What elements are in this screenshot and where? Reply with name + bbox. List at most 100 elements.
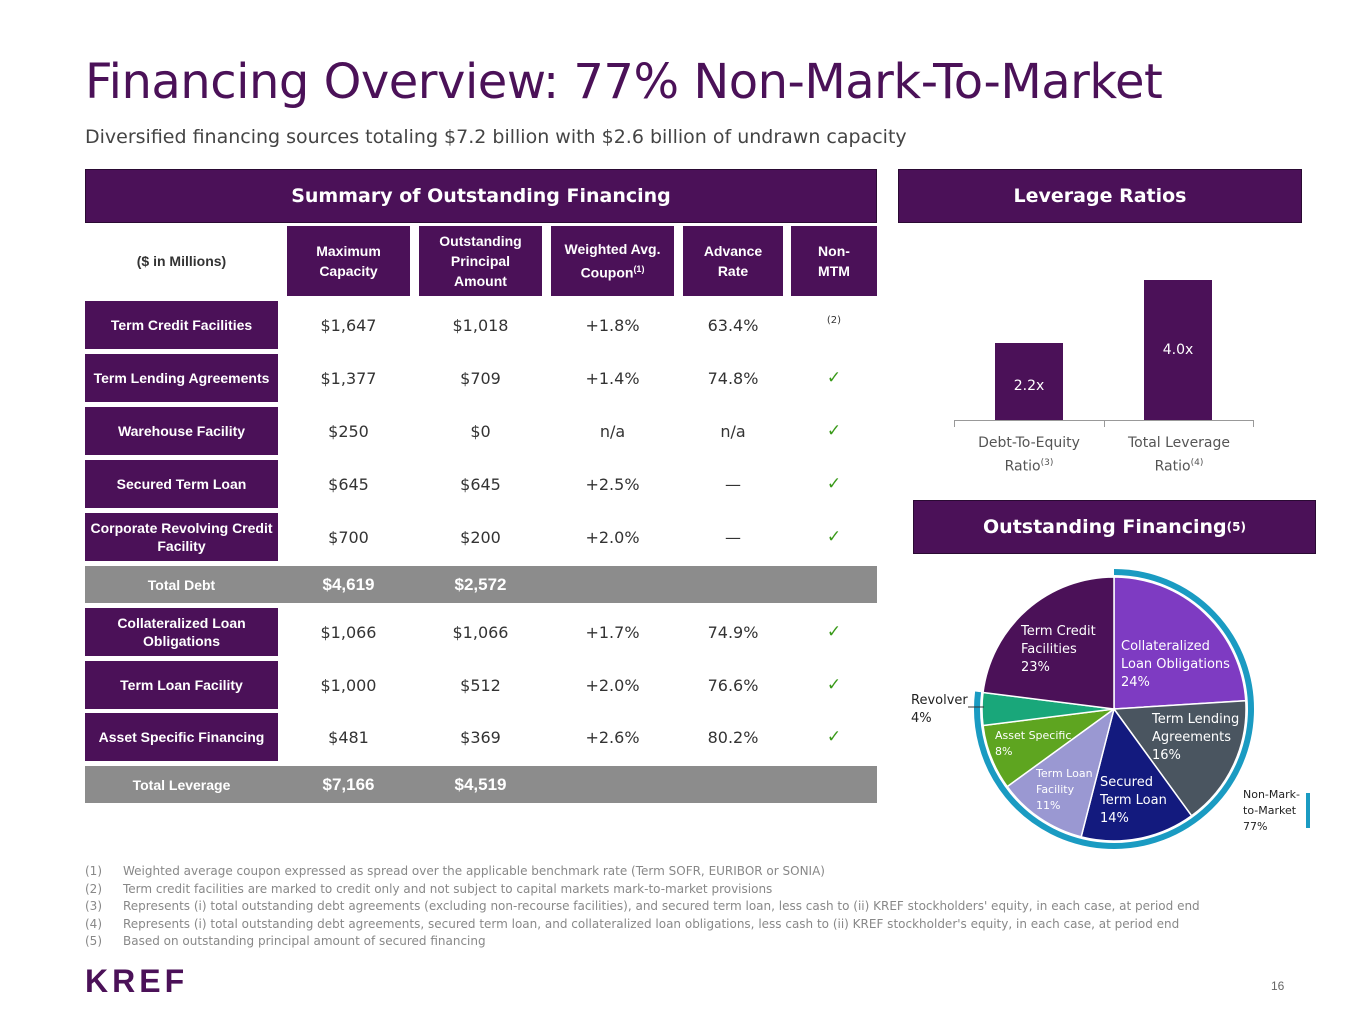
row-label: Corporate Revolving Credit Facility: [85, 513, 278, 561]
col-header-line: Coupon: [580, 264, 634, 281]
pie-panel-header: Outstanding Financing (5): [913, 500, 1316, 554]
row-label: Asset Specific Financing: [85, 713, 278, 761]
col-header-line: Non-: [818, 243, 850, 259]
category-sup: (3): [1040, 458, 1054, 468]
footnote: (1) Weighted average coupon expressed as …: [85, 863, 1285, 881]
pie-slice: [1113, 576, 1247, 710]
bar-total-leverage: [1144, 279, 1212, 420]
page-subtitle: Diversified financing sources totaling $…: [85, 126, 907, 148]
summary-panel-title: Summary of Outstanding Financing: [291, 185, 671, 207]
cell-max: $4,619: [322, 574, 375, 594]
bar-value-label: 2.2x: [1013, 377, 1045, 394]
leverage-panel-header: Leverage Ratios: [898, 169, 1302, 223]
footnote-text: Weighted average coupon expressed as spr…: [123, 864, 825, 878]
total-leverage-row: Total Leverage $7,166 $4,519: [85, 766, 877, 803]
non-mtm-bracket: [1306, 793, 1310, 828]
pie-slice-label: Asset Specific 8%: [995, 728, 1071, 760]
col-header-coupon: Weighted Avg. Coupon(1): [551, 226, 674, 296]
label-line: Asset Specific: [995, 729, 1072, 742]
x-axis-tick: [1253, 420, 1254, 427]
cell-outstanding: $4,519: [454, 774, 507, 794]
x-axis-tick: [954, 420, 955, 427]
table-row: Secured Term Loan $645 $645 +2.5% — ✓: [85, 460, 877, 508]
col-header-line: MTM: [818, 263, 850, 279]
cell-outstanding: $369: [460, 727, 501, 747]
pie-panel-title: Outstanding Financing: [983, 516, 1227, 538]
cell-max: $250: [328, 421, 369, 441]
label-line: Term Loan: [1036, 767, 1093, 780]
row-label: Term Loan Facility: [85, 661, 278, 709]
cell-coupon: +2.0%: [585, 675, 640, 695]
col-header-line: Outstanding: [439, 233, 522, 249]
label-line: 77%: [1243, 820, 1268, 833]
non-mtm-arc: [974, 569, 1254, 849]
cell-max: $1,066: [320, 622, 377, 642]
col-header-line: Rate: [717, 263, 749, 279]
cell-outstanding: $709: [460, 368, 501, 388]
cell-outstanding: $1,018: [452, 315, 509, 335]
col-header-line: Capacity: [319, 263, 378, 279]
cell-coupon: +2.5%: [585, 474, 640, 494]
cell-outstanding: $1,066: [452, 622, 509, 642]
cell-coupon: +2.6%: [585, 727, 640, 747]
category-sup: (4): [1190, 458, 1204, 468]
non-mtm-arc-label: Non-Mark-to-Market 77%: [1243, 787, 1300, 835]
row-label: Total Leverage: [132, 776, 231, 793]
x-axis-tick: [1104, 420, 1105, 427]
pie-slice: [1080, 707, 1193, 842]
cell-max: $645: [328, 474, 369, 494]
label-line: 4%: [911, 711, 932, 726]
x-axis-category-label: Debt-To-Equity Ratio(3): [954, 433, 1104, 477]
cell-coupon: n/a: [599, 421, 626, 441]
table-row: Term Lending Agreements $1,377 $709 +1.4…: [85, 354, 877, 402]
cell-advance: 74.8%: [707, 368, 759, 388]
col-header-line: Maximum: [316, 243, 381, 259]
summary-panel-header: Summary of Outstanding Financing: [85, 169, 877, 223]
cell-advance: 74.9%: [707, 622, 759, 642]
pie-slice-label: Secured Term Loan 14%: [1100, 774, 1167, 828]
cell-advance: 63.4%: [707, 315, 759, 335]
label-line: to-Market: [1243, 804, 1297, 817]
col-header-line: Principal: [450, 253, 511, 269]
label-line: Facilities: [1021, 642, 1077, 657]
label-line: Collateralized: [1121, 639, 1210, 654]
category-line: Ratio: [1004, 458, 1041, 475]
footnote: (3) Represents (i) total outstanding debt…: [85, 898, 1285, 916]
row-label: Secured Term Loan: [85, 460, 278, 508]
col-header-sup: (1): [633, 264, 645, 275]
label-line: 8%: [995, 745, 1013, 758]
checkmark-icon: ✓: [826, 675, 842, 695]
cell-max: $1,000: [320, 675, 377, 695]
footnote-number: (1): [85, 864, 102, 878]
cell-max: $1,377: [320, 368, 377, 388]
checkmark-icon: ✓: [826, 527, 842, 547]
label-line: Agreements: [1152, 730, 1231, 745]
pie-slice-label: Term Lending Agreements 16%: [1152, 711, 1239, 765]
corner-label: ($ in Millions): [136, 253, 227, 269]
col-header-line: Weighted Avg.: [564, 241, 661, 258]
pie-panel-title-sup: (5): [1226, 520, 1246, 534]
footnotes: (1) Weighted average coupon expressed as …: [85, 863, 1285, 951]
pie-slice-label: Collateralized Loan Obligations 24%: [1121, 638, 1230, 692]
pie-slice-label: Revolver 4%: [911, 692, 968, 728]
table-row: Term Credit Facilities $1,647 $1,018 +1.…: [85, 301, 877, 349]
cell-coupon: +1.7%: [585, 622, 640, 642]
col-header-max-capacity: Maximum Capacity: [287, 226, 410, 296]
pie-slice-label: Term Loan Facility 11%: [1036, 766, 1093, 814]
label-line: 23%: [1021, 660, 1050, 675]
pie-slice-label: Term Credit Facilities 23%: [1021, 623, 1096, 677]
checkmark-icon: ✓: [826, 622, 842, 642]
label-line: Secured: [1100, 775, 1153, 790]
category-line: Ratio: [1154, 458, 1191, 475]
footnote-number: (2): [85, 881, 102, 896]
category-line: Total Leverage: [1127, 435, 1231, 451]
table-row: Term Loan Facility $1,000 $512 +2.0% 76.…: [85, 661, 877, 709]
row-label: Collateralized Loan Obligations: [85, 608, 278, 656]
footnote-number: (3): [85, 899, 102, 913]
checkmark-icon: ✓: [826, 368, 842, 388]
footnote-text: Based on outstanding principal amount of…: [123, 934, 486, 948]
footnote-text: Represents (i) total outstanding debt ag…: [123, 916, 1180, 931]
label-line: 16%: [1152, 748, 1181, 763]
cell-max: $7,166: [322, 774, 375, 794]
kref-logo: KREF: [85, 963, 189, 999]
